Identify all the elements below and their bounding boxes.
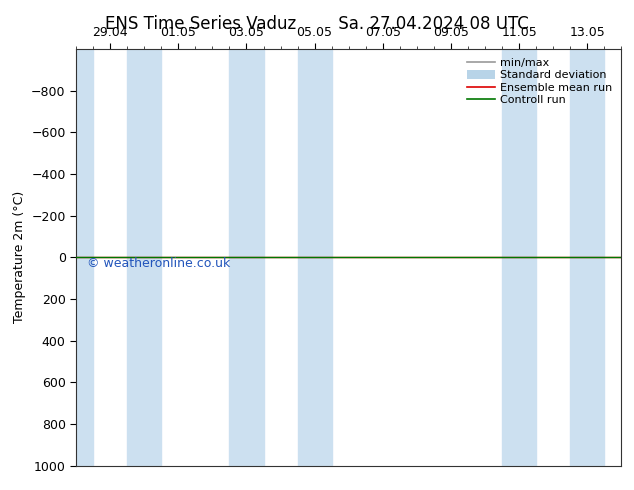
Text: © weatheronline.co.uk: © weatheronline.co.uk xyxy=(87,257,230,270)
Y-axis label: Temperature 2m (°C): Temperature 2m (°C) xyxy=(13,191,25,323)
Bar xyxy=(230,49,264,466)
Bar xyxy=(570,49,604,466)
Text: ENS Time Series Vaduz        Sa. 27.04.2024 08 UTC: ENS Time Series Vaduz Sa. 27.04.2024 08 … xyxy=(105,15,529,33)
Bar xyxy=(127,49,161,466)
Bar xyxy=(502,49,536,466)
Legend: min/max, Standard deviation, Ensemble mean run, Controll run: min/max, Standard deviation, Ensemble me… xyxy=(463,54,616,108)
Bar xyxy=(297,49,332,466)
Bar xyxy=(76,49,93,466)
